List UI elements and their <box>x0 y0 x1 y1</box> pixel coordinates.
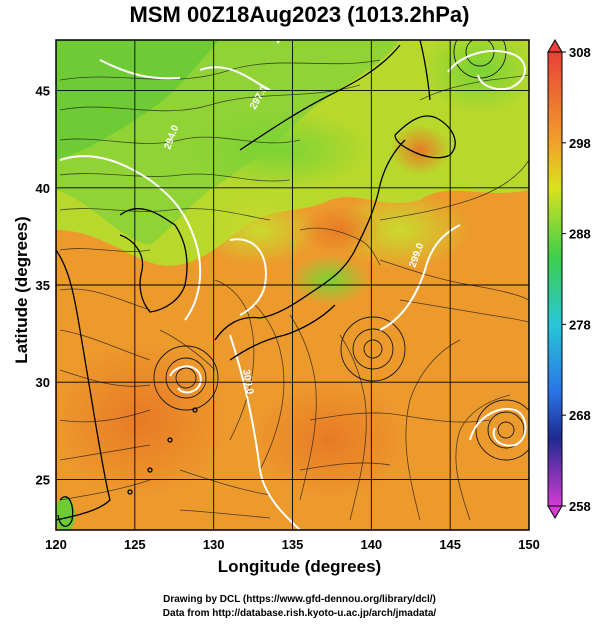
colorbar-tick-label: 308 <box>569 45 591 60</box>
y-axis-label: Latitude (degrees) <box>12 216 31 364</box>
y-tick-label: 35 <box>36 278 50 293</box>
x-tick-label: 145 <box>439 537 461 552</box>
map-grid <box>56 40 529 530</box>
colorbar: 308 298 288 278 268 258 <box>547 39 591 519</box>
credit-line-data: Data from http://database.rish.kyoto-u.a… <box>162 608 437 619</box>
x-tick-label: 125 <box>124 537 146 552</box>
y-tick-label: 40 <box>36 181 50 196</box>
x-tick-label: 140 <box>360 537 382 552</box>
x-axis-ticks: 120 125 130 135 140 145 150 <box>45 537 540 552</box>
x-tick-label: 150 <box>518 537 540 552</box>
y-axis-ticks: 25 30 35 40 45 <box>36 84 50 488</box>
x-tick-label: 120 <box>45 537 67 552</box>
colorbar-tick-label: 268 <box>569 408 591 423</box>
x-tick-label: 130 <box>203 537 225 552</box>
credit-line-drawing: Drawing by DCL (https://www.gfd-dennou.o… <box>163 594 436 605</box>
temperature-field: 297.0 294.0 299.0 300.0 297.0 <box>56 40 529 530</box>
colorbar-tick-label: 258 <box>569 499 591 514</box>
colorbar-tick-label: 278 <box>569 317 591 332</box>
x-axis-label: Longitude (degrees) <box>217 557 382 576</box>
x-tick-label: 135 <box>282 537 304 552</box>
colorbar-tick-label: 298 <box>569 136 591 151</box>
y-tick-label: 45 <box>36 84 50 99</box>
colorbar-bottom-arrow <box>547 505 563 519</box>
map-title: MSM 00Z18Aug2023 (1013.2hPa) <box>129 2 470 27</box>
colorbar-top-arrow <box>547 39 563 53</box>
y-tick-label: 30 <box>36 375 50 390</box>
y-tick-label: 25 <box>36 472 50 487</box>
colorbar-tick-label: 288 <box>569 227 591 242</box>
plot-frame <box>55 39 530 531</box>
